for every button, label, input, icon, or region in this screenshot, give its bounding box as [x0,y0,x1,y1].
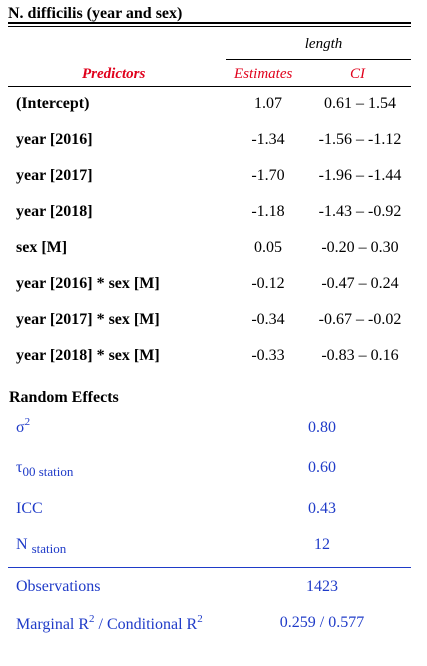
n-label: N station [16,536,67,556]
dependent-underline [226,59,411,60]
ci-cell: 0.61 – 1.54 [324,95,396,112]
observations-label: Observations [16,578,101,595]
estimate-cell: -0.34 [251,311,285,328]
fit-observations: Observations 1423 [0,578,427,608]
n-value: 12 [314,536,330,553]
random-effect-tau: τ00 station 0.60 [0,459,427,489]
dependent-variable: length [304,36,343,52]
table-row: (Intercept) 1.07 0.61 – 1.54 [0,95,427,125]
estimate-cell: -1.70 [251,167,285,184]
ci-cell: -0.83 – 0.16 [321,347,399,364]
random-effect-n: N station 12 [0,536,427,566]
estimate-cell: -0.12 [251,275,285,292]
top-rule-thin [8,26,411,27]
estimate-cell: -1.18 [251,203,285,220]
table-row: year [2017] -1.70 -1.96 – -1.44 [0,167,427,197]
predictor-cell: sex [M] [16,239,68,256]
ci-cell: -1.96 – -1.44 [318,167,402,184]
ci-cell: -0.20 – 0.30 [321,239,399,256]
estimate-cell: -1.34 [251,131,285,148]
random-effects-heading: Random Effects [9,389,119,406]
ci-cell: -1.56 – -1.12 [318,131,402,148]
predictor-cell: year [2016] [16,131,93,148]
table-row: year [2017] * sex [M] -0.34 -0.67 – -0.02 [0,311,427,341]
table-row: year [2018] * sex [M] -0.33 -0.83 – 0.16 [0,347,427,377]
fit-separator [8,567,411,568]
predictor-cell: year [2018] [16,203,93,220]
icc-value: 0.43 [308,500,336,517]
estimate-cell: 0.05 [254,239,282,256]
table-row: year [2018] -1.18 -1.43 – -0.92 [0,203,427,233]
header-ci: CI [350,66,365,82]
predictor-cell: (Intercept) [16,95,90,112]
random-effect-sigma: σ2 0.80 [0,416,427,449]
predictor-cell: year [2017] [16,167,93,184]
table-title: N. difficilis (year and sex) [8,5,183,22]
ci-cell: -0.47 – 0.24 [321,275,399,292]
table-row: sex [M] 0.05 -0.20 – 0.30 [0,239,427,269]
sigma-label: σ2 [16,416,31,437]
header-predictors: Predictors [82,66,146,82]
r2-value: 0.259 / 0.577 [279,614,365,631]
predictor-cell: year [2016] * sex [M] [16,275,160,292]
tau-value: 0.60 [308,459,336,476]
table-row: year [2016] * sex [M] -0.12 -0.47 – 0.24 [0,275,427,305]
random-effect-icc: ICC 0.43 [0,500,427,530]
ci-cell: -1.43 – -0.92 [318,203,402,220]
ci-cell: -0.67 – -0.02 [318,311,402,328]
icc-label: ICC [16,500,43,517]
estimate-cell: -0.33 [251,347,285,364]
fit-r2: Marginal R2 / Conditional R2 0.259 / 0.5… [0,613,427,646]
predictor-cell: year [2017] * sex [M] [16,311,160,328]
r2-label: Marginal R2 / Conditional R2 [16,613,203,634]
header-estimates: Estimates [234,66,293,82]
table-row: year [2016] -1.34 -1.56 – -1.12 [0,131,427,161]
estimate-cell: 1.07 [254,95,282,112]
observations-value: 1423 [306,578,338,595]
header-underline [8,86,411,87]
sigma-value: 0.80 [308,419,336,436]
predictor-cell: year [2018] * sex [M] [16,347,160,364]
tau-label: τ00 station [16,459,74,479]
top-rule-thick [8,22,411,24]
